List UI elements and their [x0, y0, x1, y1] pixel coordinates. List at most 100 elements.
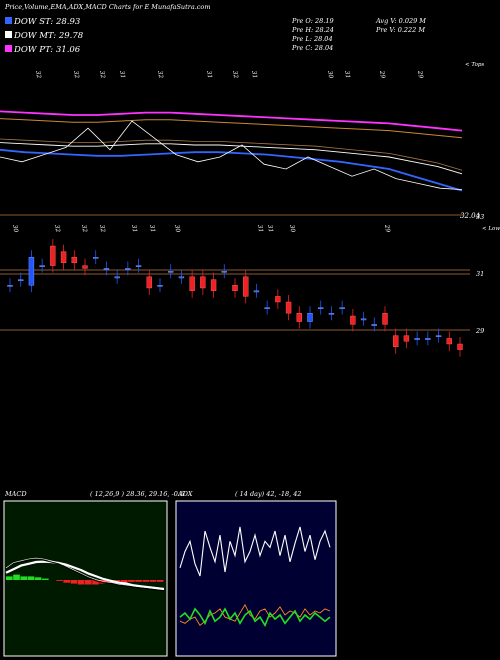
candle-body [82, 265, 88, 269]
macd-hist-bar [149, 580, 157, 582]
adx-white-line [179, 526, 331, 577]
top-label: 32 [72, 70, 80, 79]
bottom-label: 30 [288, 224, 296, 233]
macd-hist-bar [13, 574, 20, 580]
macd-hist-bar [6, 576, 13, 580]
stat-close: Pre C: 28.04 [291, 44, 333, 52]
bottom-label: 32 [98, 224, 106, 233]
macd-line [5, 558, 165, 592]
series-mt-line [0, 142, 463, 175]
bottom-label: 31 [256, 224, 264, 233]
candle-body [103, 268, 110, 270]
candle-body [243, 276, 249, 297]
candle-body [446, 338, 452, 345]
candle-body [285, 301, 292, 314]
candle-body [253, 290, 260, 293]
candle-body [360, 318, 367, 321]
candle-body [7, 285, 13, 287]
stat-high: Pre H: 28.24 [291, 26, 334, 34]
candle-body [93, 257, 99, 259]
chart-title: Price,Volume,EMA,ADX,MACD Charts for E M… [4, 3, 211, 11]
candle-body [18, 279, 24, 282]
candle-body [393, 335, 399, 348]
candle-body [200, 276, 206, 289]
ema-panel: 32 32 32 31 32 31 32 31 30 31 29 29 < Tops 32.04 [0, 62, 484, 220]
candle-body [39, 265, 45, 268]
stats-left: Pre O: 28.19 Pre H: 28.24 Pre L: 28.04 P… [291, 17, 334, 52]
legend-swatch-pt [5, 45, 12, 52]
adx-header: ADX ( 14 day) 42, -18, 42 [177, 490, 302, 498]
bottom-label: 32 [53, 224, 61, 233]
macd-signal-line [5, 560, 165, 591]
macd-hist-bar [63, 580, 71, 583]
candle-body [168, 271, 174, 273]
price-label: 32.04 [460, 212, 480, 220]
ema-line-brown [0, 138, 463, 171]
macd-hist-bar [156, 580, 164, 582]
macd-hist-bar [99, 580, 107, 584]
macd-header: MACD ( 12,26,9 ) 28.36, 29.16, -0.6 [4, 490, 184, 498]
series-pt-line [0, 110, 463, 132]
macd-hist-bar [120, 580, 128, 583]
price-line [0, 120, 463, 190]
candle-body [275, 296, 281, 303]
top-label: 32 [231, 70, 239, 79]
price-axis-label: 31 [476, 270, 484, 278]
bottom-label: 29 [383, 223, 391, 233]
candle-body [28, 257, 35, 286]
candle-body [403, 335, 410, 342]
candle-body [157, 285, 163, 287]
top-label: 32 [34, 70, 42, 79]
adx-green-line [179, 607, 331, 628]
macd-values: ( 12,26,9 ) 28.36, 29.16, -0.6 [90, 490, 184, 498]
macd-hist-bar [70, 580, 78, 584]
macd-hist-bar [128, 580, 135, 582]
macd-hist-bar [20, 576, 28, 580]
macd-hist-bar [41, 578, 49, 580]
top-label: 31 [205, 70, 213, 79]
candle-body [60, 251, 67, 264]
macd-hist-bar [34, 577, 42, 580]
macd-hist-bar [135, 580, 142, 582]
candle-body [296, 313, 302, 322]
top-label: 32 [156, 70, 164, 79]
legend-pt: DOW PT: 31.06 [13, 45, 81, 55]
candle-body [135, 265, 142, 268]
legend-st: DOW ST: 28.93 [13, 17, 80, 27]
candle-body [414, 338, 420, 340]
macd-panel [5, 557, 165, 592]
candle-body [189, 276, 195, 291]
candle-body [125, 268, 131, 270]
adx-title: ADX [177, 490, 193, 498]
macd-hist-bar [27, 576, 35, 580]
top-label: 32 [98, 70, 106, 79]
candle-body [435, 335, 442, 338]
legend-swatch-st [5, 17, 12, 24]
stat-avg-volume: Avg V: 0.029 M [375, 17, 426, 25]
top-label: 31 [118, 70, 126, 79]
candle-body [178, 276, 185, 279]
stat-open: Pre O: 28.19 [291, 17, 334, 25]
bottom-label: 31 [266, 224, 274, 233]
adx-panel [179, 526, 331, 628]
bottom-label: 30 [11, 224, 19, 233]
bottom-label: 32 [80, 224, 88, 233]
candle-body [307, 313, 313, 322]
tops-label: < Tops [465, 62, 484, 68]
candle-body [371, 324, 377, 326]
adx-values: ( 14 day) 42, -18, 42 [235, 490, 302, 498]
candle-body [350, 315, 356, 325]
price-axis-label: 29 [475, 327, 484, 335]
candle-body [146, 276, 152, 289]
lows-label: < Lows [482, 226, 500, 232]
candle-body [318, 307, 324, 310]
stat-low: Pre L: 28.04 [291, 35, 333, 43]
candle-body [382, 313, 388, 325]
candle-body [457, 343, 463, 350]
macd-hist-bar [77, 580, 85, 585]
candle-body [221, 271, 227, 273]
macd-line-edge [5, 557, 165, 590]
ema-line-orange [0, 118, 463, 139]
